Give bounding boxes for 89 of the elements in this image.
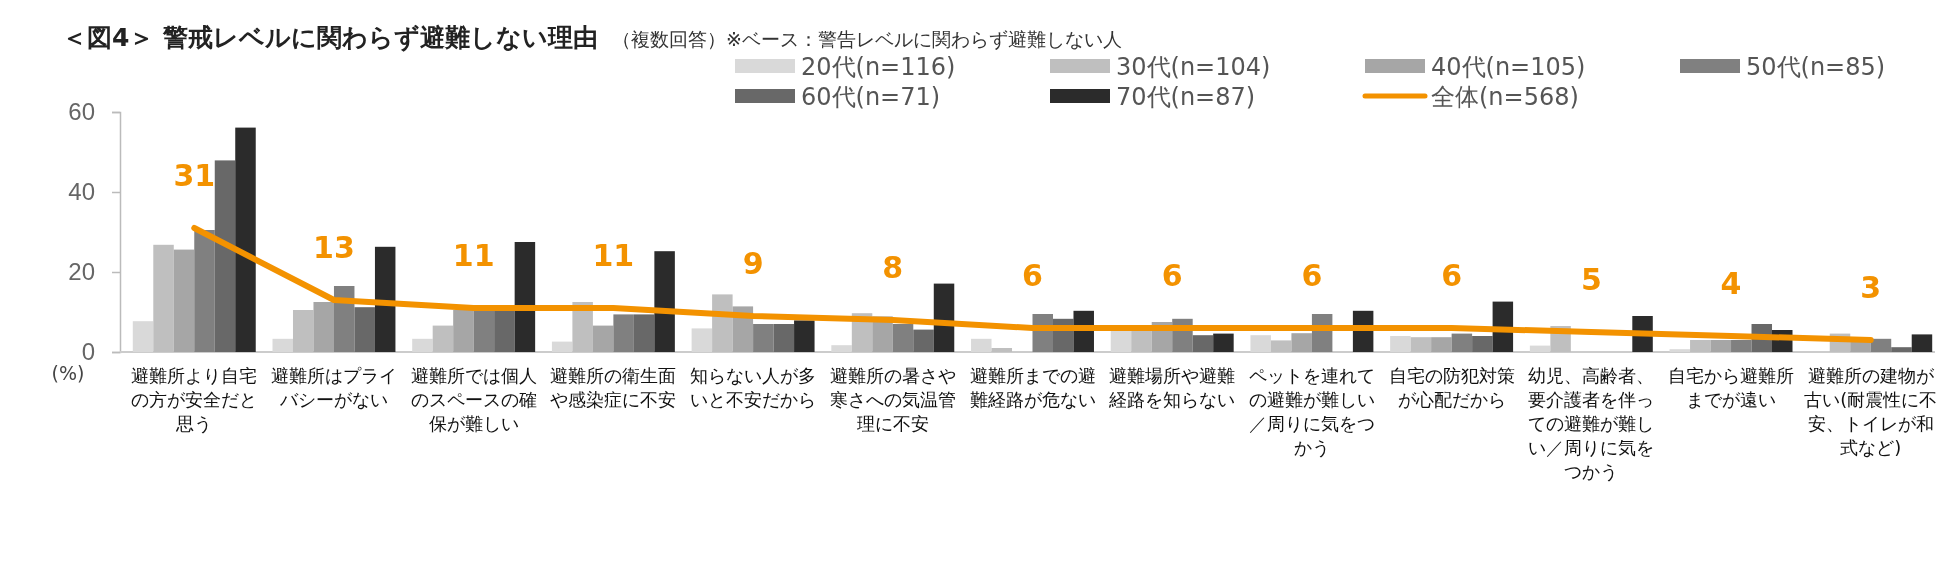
legend-label: 30代(n=104)	[1116, 53, 1271, 81]
bar	[1731, 340, 1752, 352]
bar	[292, 310, 314, 352]
chart-title: ＜図4＞ 警戒レベルに関わらず避難しない理由	[62, 23, 599, 52]
data-label: 6	[1022, 258, 1043, 293]
x-tick-label: ペットを連れての避難が難しい／周りに気をつかう	[1248, 365, 1375, 458]
bar	[153, 244, 174, 352]
x-tick-label: 避難所はプライバシーがない	[270, 365, 397, 410]
data-label: 13	[313, 230, 355, 265]
bar	[1710, 340, 1732, 352]
bar	[773, 324, 795, 352]
x-tick-label: 避難所より自宅の方が安全だと思う	[131, 365, 258, 434]
bar	[214, 160, 236, 352]
bar	[551, 341, 573, 352]
bar	[1911, 334, 1933, 352]
bar	[1669, 349, 1691, 352]
bar	[691, 328, 713, 352]
bar	[1192, 335, 1214, 352]
x-tick-label: 避難所の建物が古い(耐震性に不安、トイレが和式など)	[1804, 365, 1938, 458]
x-tick-label: 自宅の防犯対策が心配だから	[1388, 365, 1515, 410]
bar	[892, 324, 914, 352]
data-label: 11	[452, 238, 495, 273]
y-tick-label: 20	[68, 258, 95, 286]
data-label: 6	[1441, 258, 1463, 293]
bar	[831, 345, 852, 352]
x-tick-label: 自宅から避難所までが遠い	[1668, 365, 1795, 410]
data-label: 3	[1860, 270, 1882, 305]
bar	[173, 249, 195, 352]
legend-label: 20代(n=116)	[801, 53, 956, 81]
data-label: 4	[1720, 266, 1742, 301]
bar	[1690, 340, 1711, 352]
bar	[1390, 336, 1411, 352]
chart-subtitle: （複数回答）※ベース：警告レベルに関わらず避難しない人	[612, 28, 1123, 50]
bar	[971, 338, 992, 352]
bar	[412, 338, 433, 352]
legend-label: 60代(n=71)	[801, 83, 941, 111]
y-tick-label: 60	[68, 98, 95, 126]
bar	[1891, 347, 1912, 352]
bar	[913, 329, 934, 352]
data-label: 5	[1580, 262, 1602, 297]
bar	[1870, 338, 1892, 352]
legend-label: 50代(n=85)	[1746, 53, 1886, 81]
bar	[194, 230, 215, 352]
bar	[1213, 333, 1234, 352]
data-label: 11	[592, 238, 635, 273]
bar	[633, 314, 655, 352]
data-label: 8	[882, 250, 904, 285]
bar	[1472, 336, 1493, 352]
x-tick-label: 避難場所や避難経路を知らない	[1108, 365, 1236, 410]
bar	[1291, 333, 1312, 352]
bar	[453, 310, 474, 352]
bar	[592, 325, 614, 352]
bar	[374, 246, 396, 352]
bar	[1451, 333, 1473, 352]
bar	[794, 320, 815, 352]
bar	[1431, 337, 1452, 352]
bar	[494, 308, 515, 352]
bar	[991, 348, 1013, 352]
x-tick-label: 避難所では個人のスペースの確保が難しい	[410, 365, 537, 434]
x-tick-label: 幼児、高齢者、要介護者を伴っての避難が難しい／周りに気をつかう	[1528, 365, 1655, 482]
bar	[514, 242, 536, 352]
bar	[712, 294, 733, 352]
bar	[432, 325, 454, 352]
data-label: 9	[742, 246, 764, 281]
data-label: 31	[173, 158, 216, 193]
bar	[235, 127, 256, 352]
y-tick-label: 40	[68, 178, 95, 206]
data-label: 6	[1161, 258, 1183, 293]
bar	[613, 314, 634, 352]
legend-label: 70代(n=87)	[1116, 83, 1256, 111]
x-tick-label: 知らない人が多いと不安だから	[690, 365, 817, 410]
x-tick-label: 避難所の衛生面や感染症に不安	[550, 365, 677, 410]
bar	[1410, 337, 1432, 352]
legend-label: 全体(n=568)	[1431, 83, 1579, 111]
bar	[1270, 340, 1292, 352]
bar	[473, 308, 495, 352]
bar	[313, 302, 334, 352]
bar	[132, 321, 154, 352]
x-tick-label: 避難所までの避難経路が危ない	[969, 365, 1096, 410]
bar	[354, 307, 375, 352]
bar	[654, 251, 675, 352]
legend-label: 40代(n=105)	[1431, 53, 1586, 81]
bar	[753, 324, 774, 352]
data-label: 6	[1301, 258, 1323, 293]
bar	[1250, 335, 1271, 352]
bar	[1110, 330, 1132, 352]
bar	[1529, 345, 1551, 352]
x-tick-label: 避難所の暑さや寒さへの気温管理に不安	[829, 365, 956, 434]
bar	[272, 338, 293, 352]
